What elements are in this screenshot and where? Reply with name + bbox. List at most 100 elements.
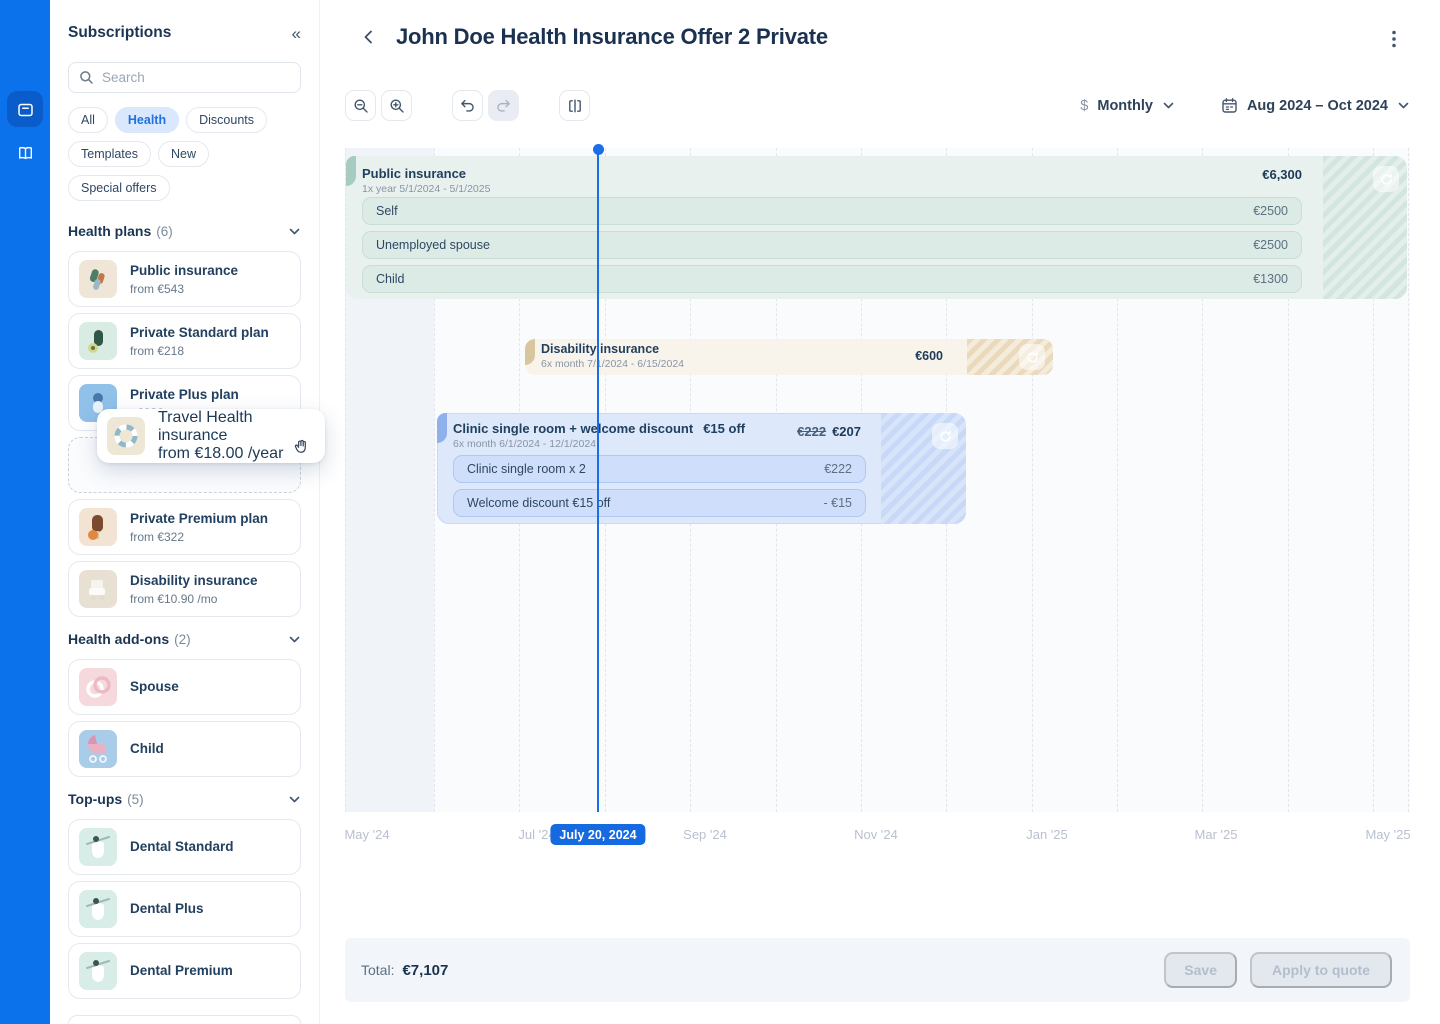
zoom-in-button[interactable] <box>381 90 412 121</box>
timeline-block-public-insurance[interactable]: Public insurance 1x year 5/1/2024 - 5/1/… <box>346 156 1407 299</box>
block-meta: 1x year 5/1/2024 - 5/1/2025 <box>362 183 491 195</box>
plan-title: Private Standard plan <box>130 324 269 340</box>
rail-item-catalog[interactable] <box>7 135 43 171</box>
timeline-block-disability-insurance[interactable]: Disability insurance 6x month 7/1/2024 -… <box>525 339 1053 375</box>
filter-chip-new[interactable]: New <box>157 141 209 167</box>
rail-item-subscriptions[interactable] <box>7 91 43 127</box>
section-health-addons[interactable]: Health add-ons (2) <box>68 631 301 647</box>
thumbnail-dental-plus <box>79 890 117 928</box>
block-title: Clinic single room + welcome discount <box>453 421 694 436</box>
filter-chip-special-offers[interactable]: Special offers <box>68 175 170 201</box>
collapse-panel-icon[interactable]: « <box>291 23 301 43</box>
today-marker-line[interactable] <box>597 148 599 812</box>
renew-icon[interactable] <box>1373 166 1399 192</box>
thumbnail-child <box>79 730 117 768</box>
section-count: (5) <box>127 791 144 807</box>
redo-button[interactable] <box>488 90 519 121</box>
help-me-choose-label: Help me choose <box>148 1023 242 1024</box>
dragged-plan-card-travel-health[interactable]: Travel Health insurance from €18.00 /yea… <box>97 409 325 463</box>
subrow-self[interactable]: Self €2500 <box>362 197 1302 225</box>
app-rail <box>0 0 50 1024</box>
subrow-clinic-single-room[interactable]: Clinic single room x 2 €222 <box>453 455 866 483</box>
plan-card-disability-insurance[interactable]: Disability insurance from €10.90 /mo <box>68 561 301 617</box>
chevron-down-icon[interactable] <box>288 793 301 806</box>
search-box[interactable] <box>68 62 301 93</box>
block-title: Disability insurance <box>541 342 660 356</box>
subrow-child[interactable]: Child €1300 <box>362 265 1302 293</box>
plan-card-public-insurance[interactable]: Public insurance from €543 <box>68 251 301 307</box>
topup-card-dental-premium[interactable]: Dental Premium <box>68 943 301 999</box>
today-date-pill: July 20, 2024 <box>550 824 646 845</box>
help-me-choose-button[interactable]: Help me choose <box>68 1015 301 1024</box>
block-accent <box>437 413 447 443</box>
renew-icon[interactable] <box>932 423 958 449</box>
zoom-out-button[interactable] <box>345 90 376 121</box>
thumbnail-spouse <box>79 668 117 706</box>
timeline-canvas[interactable]: Public insurance 1x year 5/1/2024 - 5/1/… <box>345 144 1410 812</box>
topup-title: Dental Premium <box>130 962 233 978</box>
total-value: €7,107 <box>402 961 449 979</box>
filter-chip-templates[interactable]: Templates <box>68 141 151 167</box>
plan-title: Private Plus plan <box>130 386 239 402</box>
axis-label: May '24 <box>344 827 390 842</box>
section-topups[interactable]: Top-ups (5) <box>68 791 301 807</box>
billing-period-select[interactable]: $ Monthly <box>1080 98 1175 114</box>
plan-title: Public insurance <box>130 262 239 278</box>
apply-to-quote-button[interactable]: Apply to quote <box>1250 952 1392 988</box>
section-count: (2) <box>174 631 191 647</box>
time-axis: May '24 Jul '24 Sep '24 Nov '24 Jan '25 … <box>344 824 1411 851</box>
topup-card-dental-standard[interactable]: Dental Standard <box>68 819 301 875</box>
plan-card-private-premium[interactable]: Private Premium plan from €322 <box>68 499 301 555</box>
section-health-plans[interactable]: Health plans (6) <box>68 223 301 239</box>
block-meta: 6x month 7/1/2024 - 6/15/2024 <box>541 358 685 370</box>
subrow-welcome-discount[interactable]: Welcome discount €15 off - €15 <box>453 489 866 517</box>
date-range-select[interactable]: Aug 2024 – Oct 2024 <box>1221 97 1410 114</box>
total-label: Total: <box>361 962 395 978</box>
block-accent <box>346 156 356 186</box>
renewal-hatch-area <box>1323 156 1407 299</box>
renewal-hatch-area <box>967 339 1053 375</box>
topup-title: Dental Plus <box>130 900 204 916</box>
chevron-down-icon[interactable] <box>288 633 301 646</box>
book-icon <box>16 144 35 163</box>
kebab-menu-icon[interactable] <box>1392 30 1396 48</box>
filter-chip-discounts[interactable]: Discounts <box>186 107 267 133</box>
filter-chip-all[interactable]: All <box>68 107 108 133</box>
save-button[interactable]: Save <box>1164 952 1237 988</box>
timeline-block-clinic-single-room[interactable]: Clinic single room + welcome discount €15… <box>437 413 966 524</box>
addon-card-child[interactable]: Child <box>68 721 301 777</box>
topup-card-dental-plus[interactable]: Dental Plus <box>68 881 301 937</box>
subrow-label: Self <box>376 204 398 218</box>
addon-card-spouse[interactable]: Spouse <box>68 659 301 715</box>
thumbnail-travel-health <box>107 417 145 455</box>
axis-label: Jul '24 <box>518 827 556 842</box>
thumbnail-disability-insurance <box>79 570 117 608</box>
dollar-icon: $ <box>1080 97 1089 114</box>
split-view-button[interactable] <box>559 90 590 121</box>
block-old-price: €222 <box>797 424 827 439</box>
renew-icon[interactable] <box>1019 344 1045 370</box>
subrow-label: Clinic single room x 2 <box>467 462 586 476</box>
subrow-price: €1300 <box>1253 272 1288 286</box>
thumbnail-private-premium <box>79 508 117 546</box>
dragged-plan-price: from €18.00 /year <box>158 445 284 462</box>
filter-chip-health[interactable]: Health <box>114 107 180 133</box>
subrow-label: Welcome discount €15 off <box>467 496 611 510</box>
topup-title: Dental Standard <box>130 838 234 854</box>
search-input[interactable] <box>102 70 290 85</box>
filter-chips: All Health Discounts Templates New Speci… <box>68 107 301 209</box>
plan-title: Private Premium plan <box>130 510 269 526</box>
plan-price: from €322 <box>130 530 185 545</box>
plan-price: from €218 <box>130 344 185 359</box>
section-count: (6) <box>156 223 173 239</box>
plan-card-private-standard[interactable]: Private Standard plan from €218 <box>68 313 301 369</box>
back-icon[interactable] <box>360 28 378 46</box>
block-price: €600 <box>915 349 943 363</box>
undo-button[interactable] <box>452 90 483 121</box>
subrow-price: - €15 <box>823 496 853 510</box>
block-accent <box>525 339 535 365</box>
today-marker-dot[interactable] <box>592 144 604 155</box>
axis-label: Mar '25 <box>1194 827 1238 842</box>
subrow-unemployed-spouse[interactable]: Unemployed spouse €2500 <box>362 231 1302 259</box>
chevron-down-icon[interactable] <box>288 225 301 238</box>
